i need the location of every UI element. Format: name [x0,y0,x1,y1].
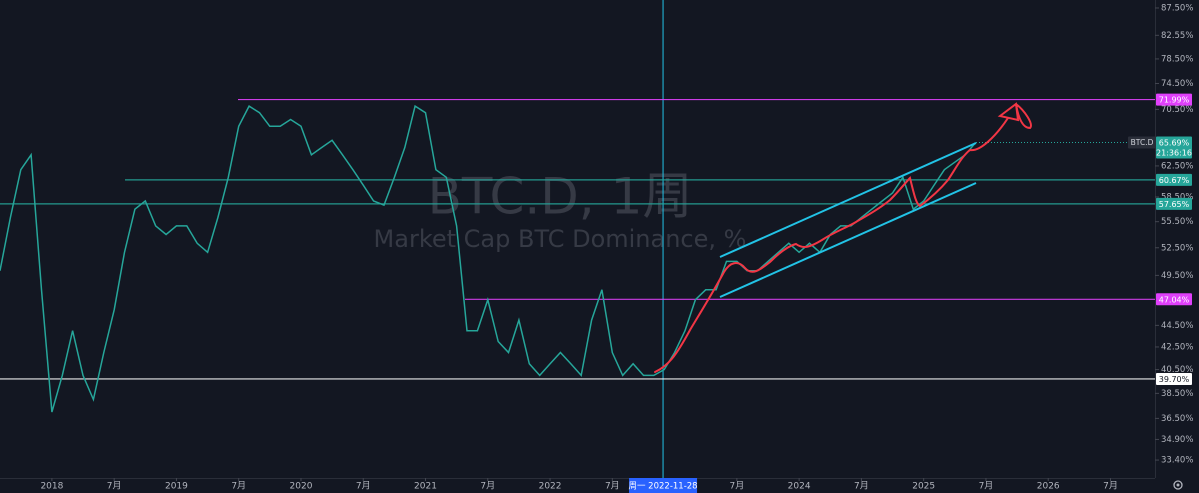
plot-area [0,0,1155,478]
countdown-label: 21:36:16 [1156,149,1192,158]
x-tick-label: 7月 [231,481,246,492]
y-tick-label: 42.50% [1161,342,1193,352]
x-tick-label: 7月 [605,481,620,492]
watermark-subtitle: Market Cap BTC Dominance, % [374,225,747,253]
level-label: 47.04% [1159,295,1190,304]
symbol-box [1128,136,1156,149]
x-tick-label: 2026 [1037,482,1060,492]
level-label: 57.65% [1159,200,1190,209]
hand-drawn-arrow [654,102,1032,373]
watermark-title: BTC.D, 1周 [428,168,693,226]
level-label-box [1156,173,1192,186]
y-tick-label: 78.50% [1161,54,1193,64]
y-tick-label: 36.50% [1161,414,1193,424]
settings-icon[interactable] [1173,480,1183,490]
x-tick-label: 7月 [480,481,495,492]
y-tick-label: 34.90% [1161,435,1193,445]
level-label-box [1156,197,1192,210]
y-tick-label: 40.50% [1161,365,1193,375]
x-tick-label: 7月 [854,481,869,492]
x-tick-label: 2018 [40,482,63,492]
x-tick-label: 2025 [912,482,935,492]
level-label-box [1156,293,1192,306]
y-tick-label: 82.55% [1161,31,1193,41]
y-tick-label: 33.40% [1161,456,1193,466]
last-value-label: 65.69% [1159,139,1190,148]
y-tick-label: 38.50% [1161,389,1193,399]
level-label: 60.67% [1159,176,1190,185]
y-tick-label: 62.50% [1161,161,1193,171]
y-tick-label: 58.50% [1161,192,1193,202]
price-line [0,104,977,413]
crosshair-label: 周一 2022-11-28 [628,482,697,492]
y-tick-label: 55.50% [1161,217,1193,227]
y-tick-label: 44.50% [1161,321,1193,331]
x-tick-label: 7月 [979,481,994,492]
y-tick-label: 74.50% [1161,79,1193,89]
y-tick-label: 87.50% [1161,3,1193,13]
level-label: 71.99% [1159,96,1190,105]
x-tick-label: 2024 [788,482,811,492]
y-tick-label: 70.50% [1161,105,1193,115]
x-tick-label: 2019 [165,482,188,492]
level-label-box [1156,93,1192,106]
level-label: 39.70% [1159,375,1190,384]
axes: 87.50% 82.55% 78.50% 74.50% 70.50% 62.50% 58.5… [40,3,1193,493]
x-tick-label: 7月 [356,481,371,492]
y-tick-label: 52.50% [1161,243,1193,253]
level-label-box [1156,372,1192,385]
x-tick-label: 2020 [290,482,313,492]
y-tick-label: 49.50% [1161,271,1193,281]
x-tick-label: 7月 [729,481,744,492]
channel-lower [719,182,977,298]
x-tick-label: 2022 [539,482,562,492]
last-value-box [1156,136,1192,159]
x-tick-label: 7月 [107,481,122,492]
x-tick-label: 2021 [414,482,437,492]
channel-upper [719,142,977,258]
symbol-label: BTC.D [1131,138,1154,147]
x-tick-label: 7月 [1103,481,1118,492]
crosshair-label-box [629,478,698,493]
